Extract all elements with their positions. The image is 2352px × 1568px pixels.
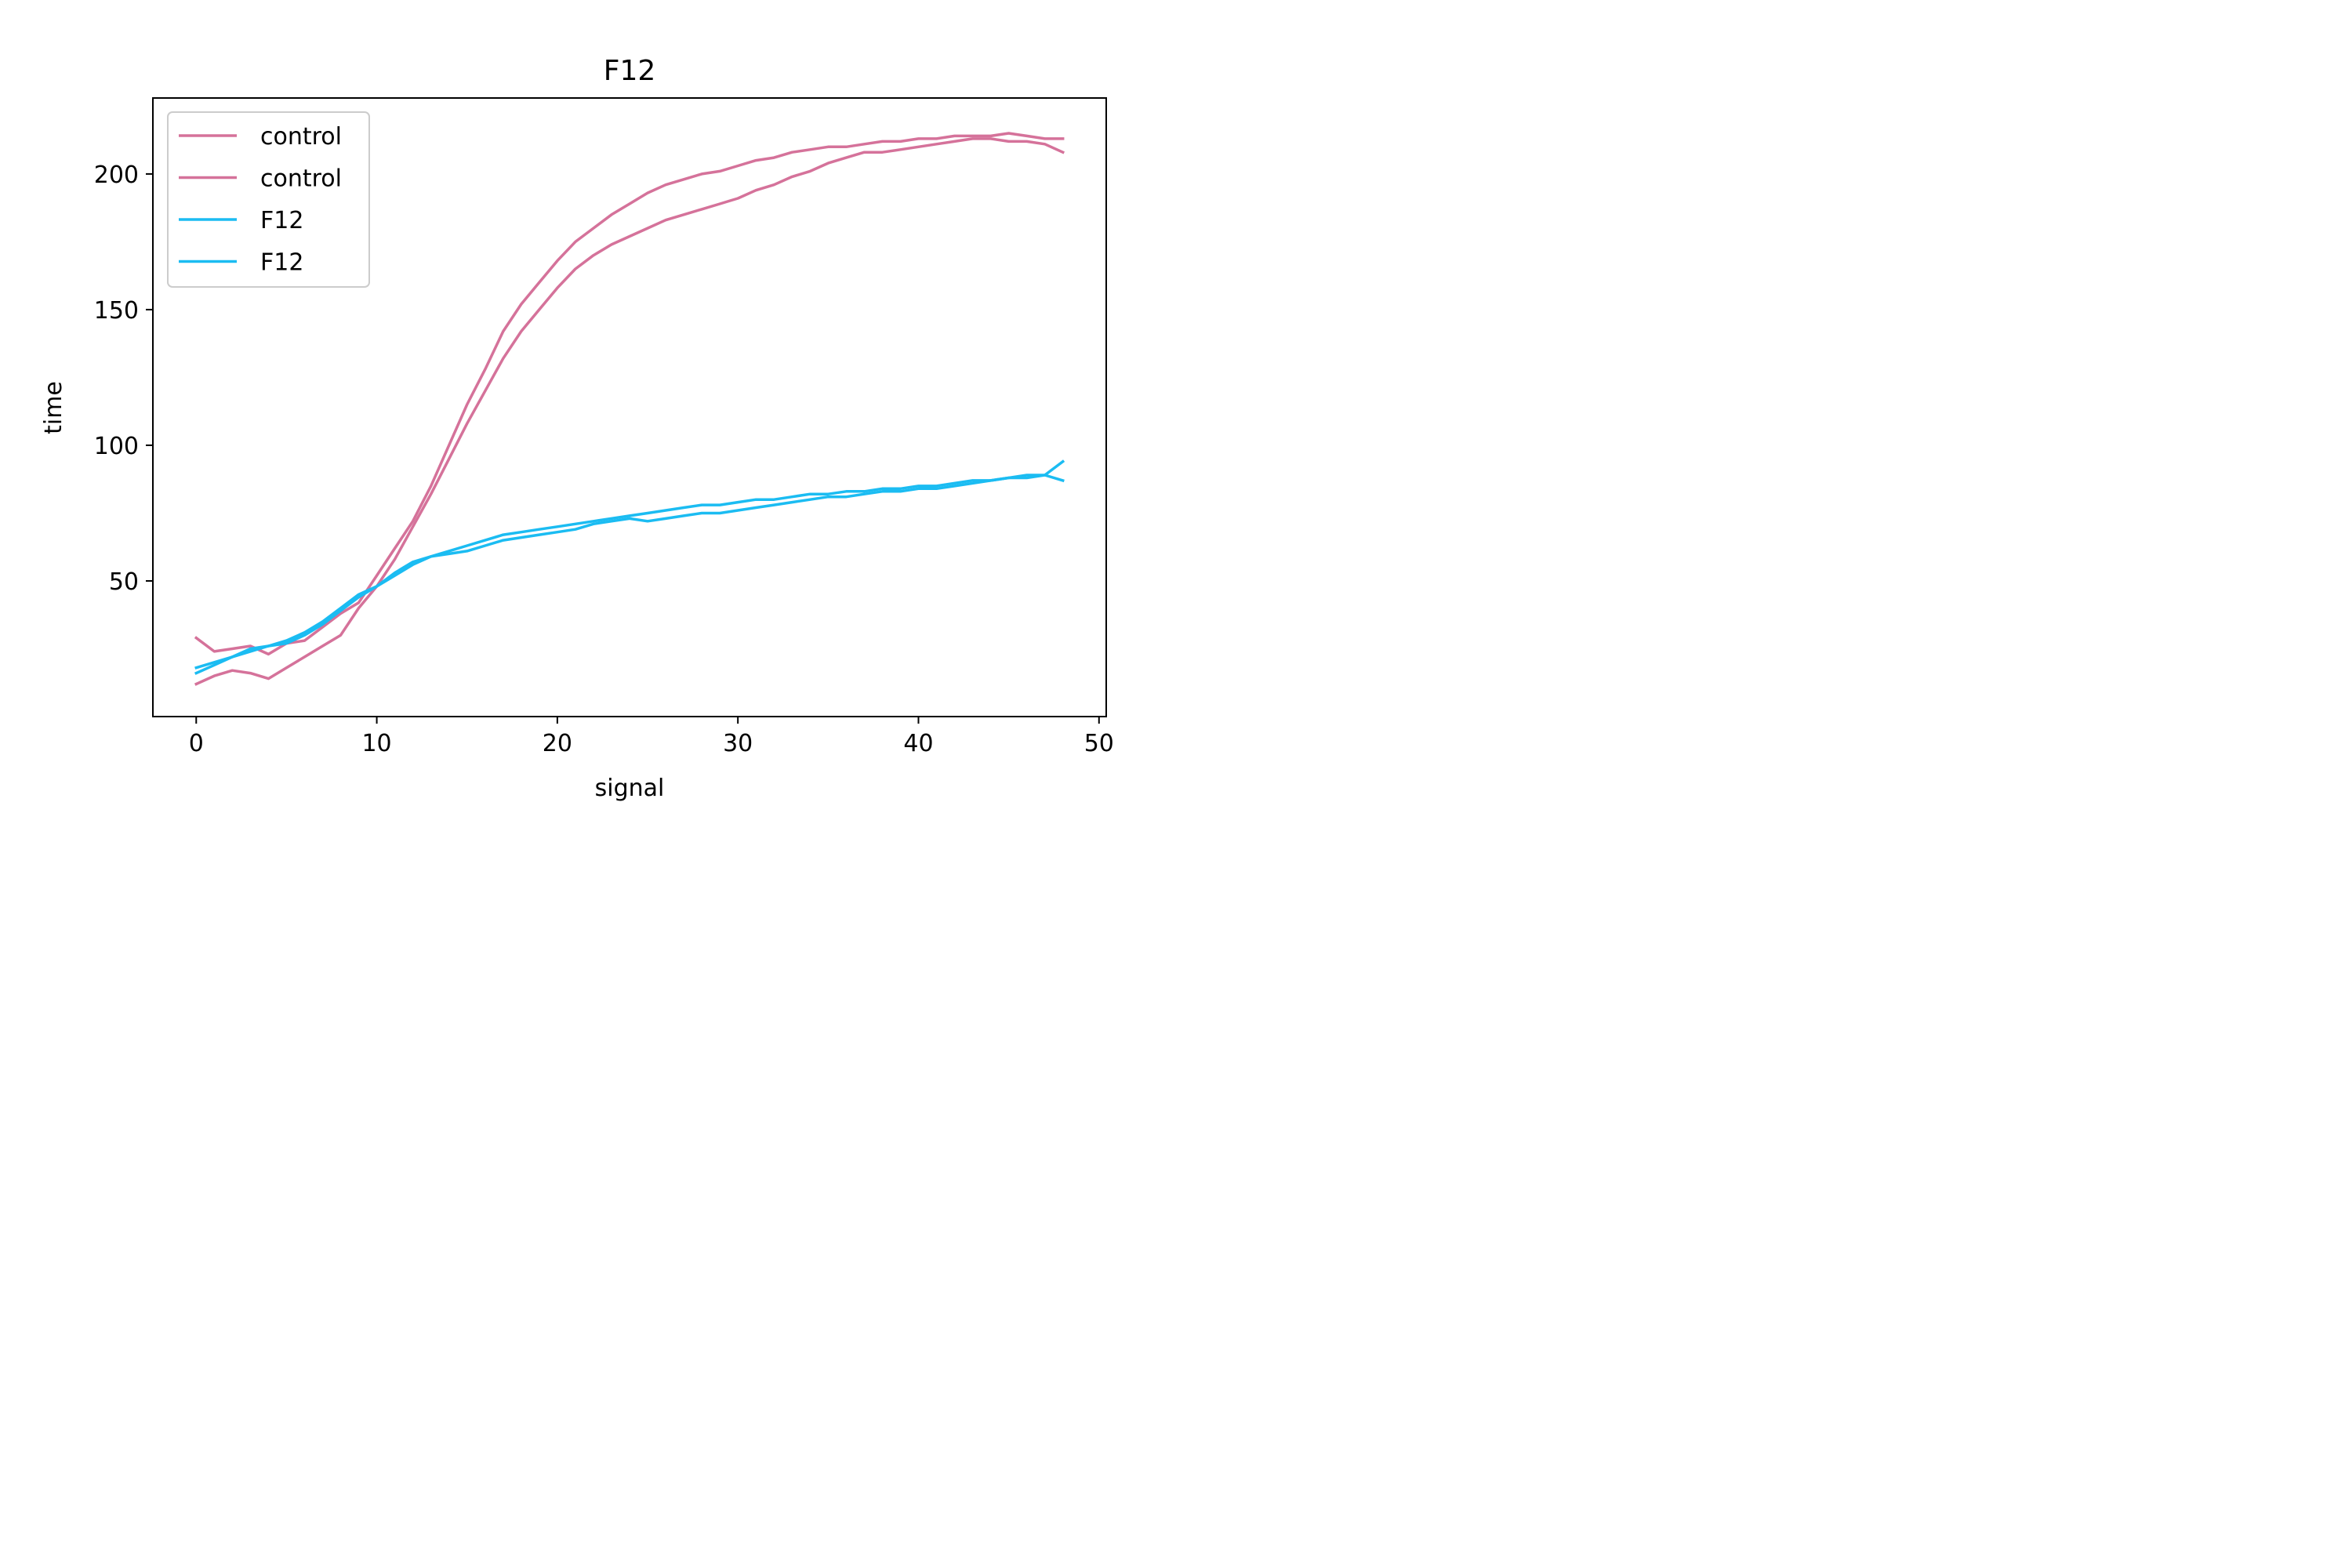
- x-tick-label: 50: [1084, 730, 1114, 757]
- series-line-3: [194, 459, 1065, 670]
- x-axis-label: signal: [595, 775, 665, 802]
- legend-label: control: [260, 165, 342, 193]
- y-tick-label: 50: [109, 568, 139, 596]
- y-tick-label: 100: [94, 433, 139, 460]
- plot-frame: [152, 97, 1107, 717]
- x-tick-label: 10: [361, 730, 391, 757]
- legend-label: F12: [260, 249, 303, 277]
- legend-label: control: [260, 123, 342, 151]
- plot-area: [194, 132, 1065, 686]
- y-tick-label: 200: [94, 162, 139, 189]
- legend-frame: [167, 111, 370, 288]
- legend: control control F12 F12: [167, 111, 370, 288]
- x-axis: 0 10 20 30 40 50: [189, 717, 1114, 757]
- series-line-1: [194, 132, 1065, 656]
- legend-label: F12: [260, 207, 303, 234]
- series-line-2: [194, 137, 1065, 686]
- chart-title: F12: [604, 55, 656, 87]
- y-tick-label: 150: [94, 297, 139, 325]
- y-axis-label: time: [40, 381, 67, 434]
- x-tick-label: 30: [723, 730, 753, 757]
- x-tick-label: 20: [543, 730, 572, 757]
- y-axis: 50 100 150 200: [94, 162, 153, 596]
- series-line-4: [194, 474, 1065, 675]
- x-tick-label: 0: [189, 730, 204, 757]
- x-tick-label: 40: [903, 730, 933, 757]
